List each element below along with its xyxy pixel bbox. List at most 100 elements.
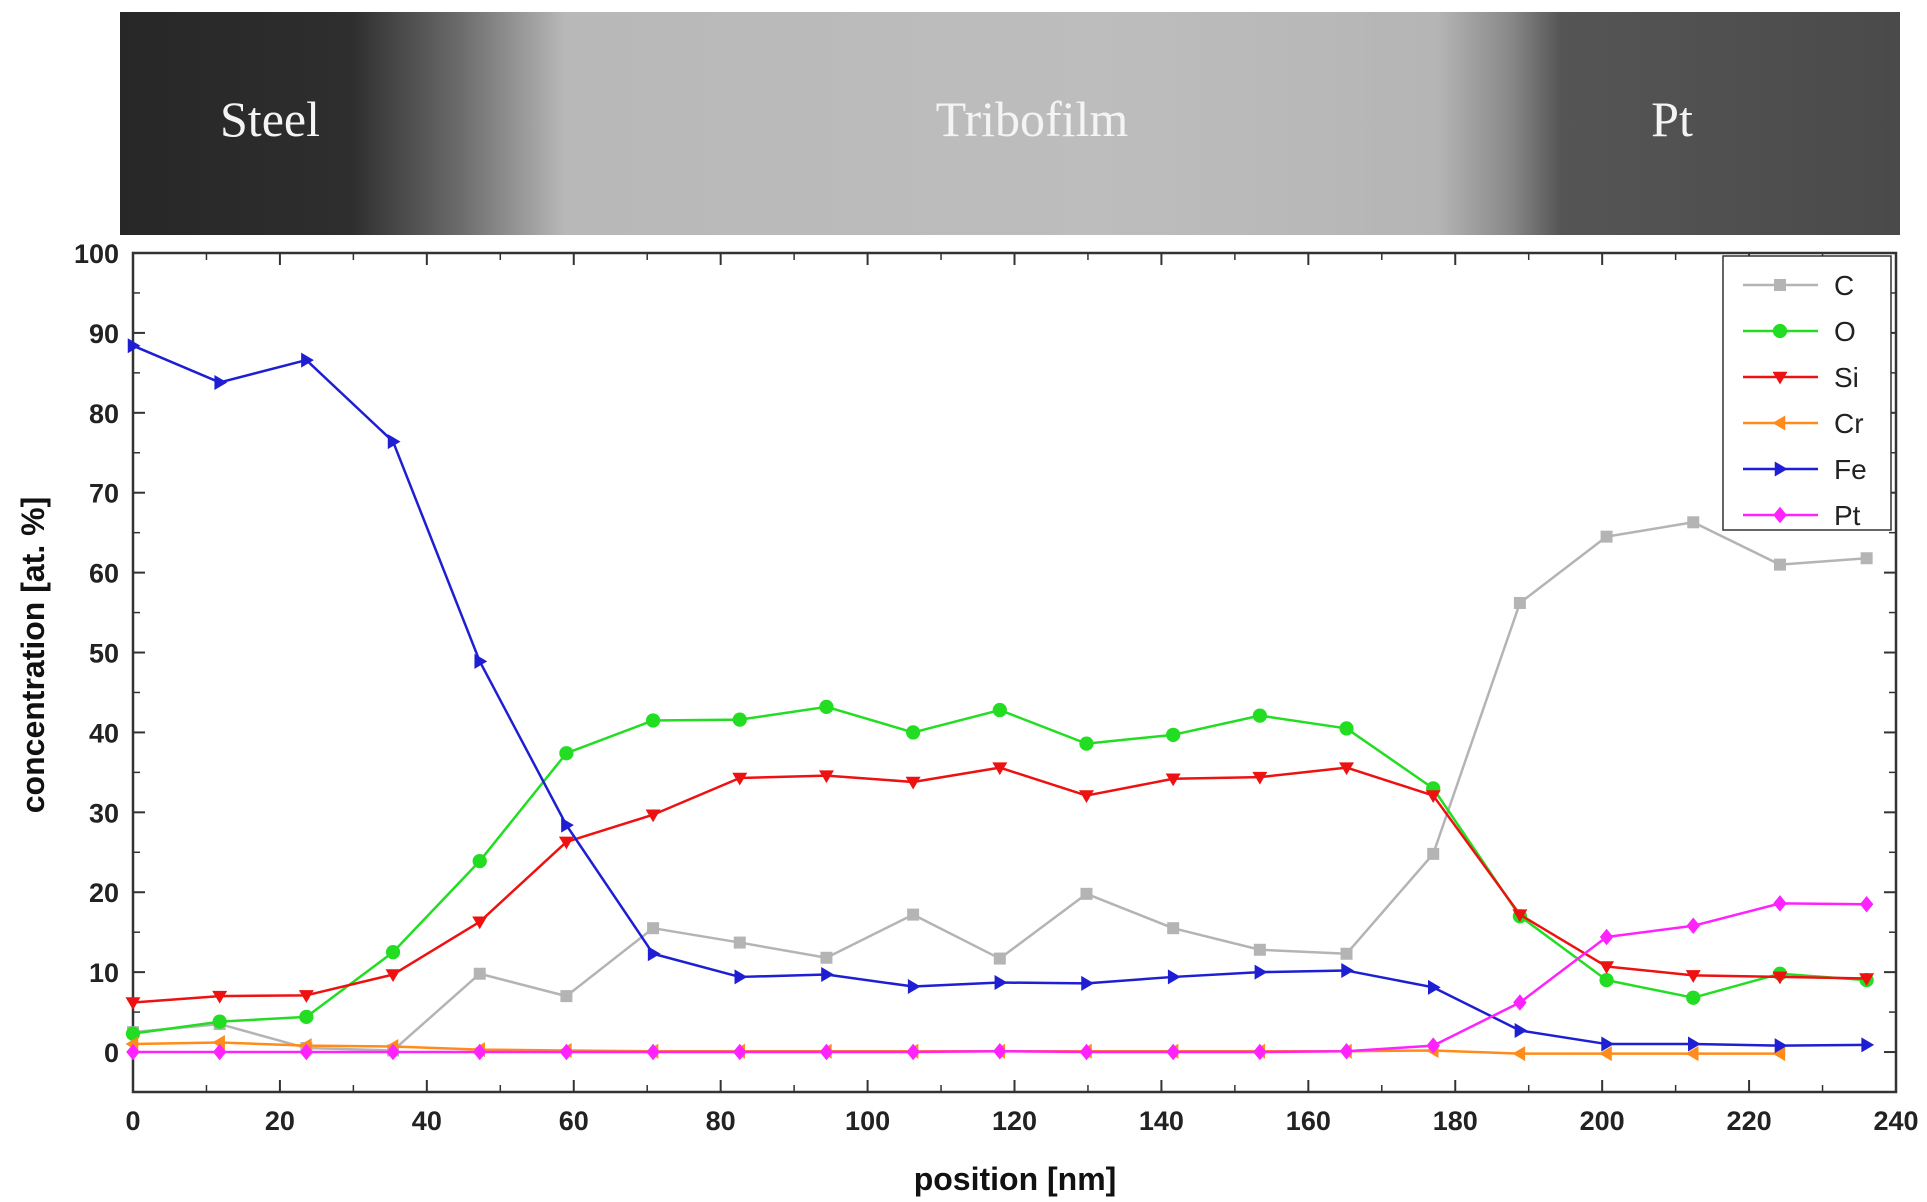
data-point-o — [906, 725, 921, 740]
data-point-si — [1425, 790, 1441, 804]
micrograph-label-tribofilm: Tribofilm — [936, 91, 1129, 147]
micrograph-label-pt: Pt — [1651, 91, 1693, 147]
data-point-o — [1166, 727, 1181, 742]
data-point-fe — [1081, 975, 1094, 991]
data-point-c — [820, 951, 833, 964]
data-point-pt — [1079, 1043, 1094, 1061]
data-point-fe — [1427, 979, 1441, 995]
data-point-si — [1859, 973, 1875, 987]
data-point-fe — [127, 338, 141, 354]
micrograph-image — [120, 12, 1900, 235]
legend-marker-o — [1772, 323, 1788, 339]
data-point-si — [818, 770, 834, 784]
x-tick-label: 200 — [1580, 1106, 1625, 1136]
data-point-si — [905, 776, 921, 790]
data-point-fe — [1341, 963, 1355, 979]
x-tick-label: 160 — [1286, 1106, 1331, 1136]
data-point-pt — [212, 1043, 227, 1061]
data-point-fe — [1167, 969, 1181, 985]
data-point-si — [212, 990, 228, 1004]
data-point-pt — [819, 1043, 834, 1061]
legend-label-pt: Pt — [1834, 500, 1861, 531]
y-axis: 0 10 20 30 40 50 60 70 80 90 100 — [74, 239, 1896, 1068]
data-point-c — [560, 990, 573, 1003]
data-point-c — [647, 922, 660, 935]
data-point-c — [1253, 943, 1266, 956]
data-point-si — [1685, 970, 1701, 983]
data-point-fe — [561, 817, 574, 833]
data-point-fe — [1254, 964, 1268, 980]
legend-label-cr: Cr — [1834, 408, 1864, 439]
data-point-c — [733, 936, 746, 949]
x-tick-label: 40 — [412, 1106, 442, 1136]
y-tick-label: 90 — [89, 319, 119, 349]
x-axis: 0 20 40 60 80 100 120 140 160 180 200 220 240 — [125, 253, 1919, 1136]
data-point-o — [472, 853, 487, 869]
data-point-fe — [821, 967, 834, 983]
data-point-o — [732, 712, 747, 727]
data-point-pt — [1253, 1043, 1267, 1061]
data-point-fe — [1688, 1036, 1701, 1052]
data-point-si — [1252, 771, 1268, 785]
data-point-cr — [212, 1034, 225, 1050]
legend-marker-pt — [1773, 506, 1787, 524]
data-point-c — [1860, 552, 1873, 565]
x-tick-label: 20 — [265, 1106, 295, 1136]
micrograph-label-steel: Steel — [220, 91, 320, 147]
data-point-si — [1772, 971, 1788, 985]
x-tick-label: 180 — [1433, 1106, 1478, 1136]
series-fe — [127, 338, 1875, 1054]
legend-item-si: Si — [1743, 362, 1859, 393]
data-point-cr — [1685, 1046, 1699, 1062]
y-tick-label: 60 — [89, 559, 119, 589]
data-point-pt — [733, 1043, 747, 1061]
data-point-fe — [214, 374, 228, 390]
y-tick-label: 10 — [89, 958, 119, 988]
data-point-fe — [647, 946, 661, 962]
data-point-o — [125, 1026, 141, 1041]
data-point-cr — [1772, 1046, 1786, 1062]
data-point-pt — [299, 1043, 314, 1061]
data-point-o — [559, 746, 574, 761]
legend-box — [1722, 255, 1892, 531]
data-point-c — [473, 967, 486, 980]
data-point-o — [212, 1014, 227, 1029]
data-point-c — [1167, 922, 1180, 935]
micrograph: Steel Tribofilm Pt — [120, 12, 1900, 235]
y-axis-title: concentration [at. %] — [15, 497, 51, 813]
data-point-pt — [1513, 994, 1527, 1011]
series-cr — [125, 1034, 1786, 1062]
data-point-o — [385, 945, 401, 960]
data-point-pt — [386, 1043, 400, 1061]
data-point-si — [1599, 961, 1615, 975]
x-tick-label: 100 — [845, 1106, 890, 1136]
data-point-fe — [1774, 1038, 1788, 1054]
legend-marker-c — [1774, 279, 1786, 291]
data-point-o — [992, 702, 1007, 718]
legend-label-c: C — [1834, 270, 1854, 301]
data-point-fe — [474, 653, 488, 669]
y-tick-label: 40 — [89, 718, 119, 748]
series-o — [125, 699, 1874, 1041]
y-tick-label: 80 — [89, 399, 119, 429]
data-point-o — [1339, 721, 1354, 736]
data-point-pt — [1773, 895, 1787, 912]
y-tick-label: 100 — [74, 239, 119, 269]
data-point-pt — [906, 1043, 920, 1061]
data-point-fe — [994, 975, 1008, 991]
data-point-si — [732, 772, 748, 786]
data-point-pt — [1166, 1043, 1180, 1061]
data-point-pt — [1859, 895, 1874, 913]
data-point-si — [1339, 762, 1355, 776]
legend-label-o: O — [1834, 316, 1856, 347]
legend-marker-cr — [1772, 415, 1786, 431]
data-point-cr — [1512, 1046, 1526, 1062]
legend-items: CO Si Cr Fe Pt — [1743, 270, 1867, 531]
data-point-pt — [1599, 928, 1614, 946]
data-point-c — [1600, 530, 1613, 543]
data-point-pt — [1686, 917, 1701, 935]
data-point-c — [993, 952, 1006, 965]
data-point-pt — [559, 1043, 574, 1061]
data-point-c — [1513, 596, 1526, 609]
